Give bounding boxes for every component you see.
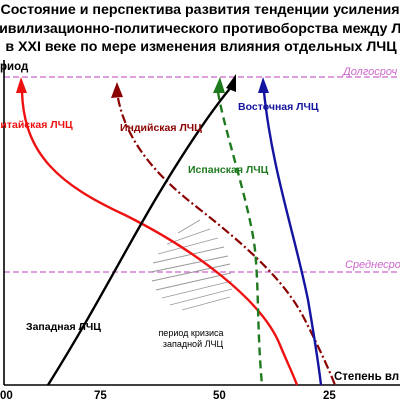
mid-term-reference-label: Среднесро [345,259,400,271]
series-label-eastern: Восточная ЛЧЦ [238,101,319,113]
crisis-label-line-2: западной ЛЧЦ [163,339,224,349]
series-arrowhead-chinese [16,77,27,93]
series-label-spanish: Испанская ЛЧЦ [188,164,269,176]
x-tick-label: 75 [94,390,107,400]
x-tick-label: 50 [213,390,226,400]
series-line-eastern [262,91,323,386]
long-term-reference-label: Долгосроч [341,66,397,78]
x-tick-label: 25 [323,390,336,400]
chart-title-line-2: цивилизационно-политического противоборс… [0,21,400,37]
series-arrowhead-western [226,74,236,92]
series-line-western [46,85,233,386]
crisis-label-line-1: период кризиса [158,328,223,338]
chart-title-line-3: в XXI веке по мере изменения влияния отд… [5,39,397,55]
series-line-chinese [20,91,299,386]
series-arrowhead-indian [111,82,123,98]
x-axis-label: Степень вл [334,371,399,383]
series-label-western: Западная ЛЧЦ [26,321,101,333]
series-arrowhead-eastern [258,77,269,93]
chart-title-line-1: Состояние и перспектива развития тенденц… [0,2,399,18]
x-tick-label: 00 [0,390,13,400]
series-line-indian [116,97,337,386]
series-label-indian: Индийская ЛЧЦ [120,122,202,134]
series-arrowhead-spanish [213,77,225,93]
series-line-spanish [216,91,264,386]
crisis-hatch-region [150,219,233,311]
series-label-chinese: Китайская ЛЧЦ [0,119,73,131]
y-axis-label: риод [0,61,29,73]
